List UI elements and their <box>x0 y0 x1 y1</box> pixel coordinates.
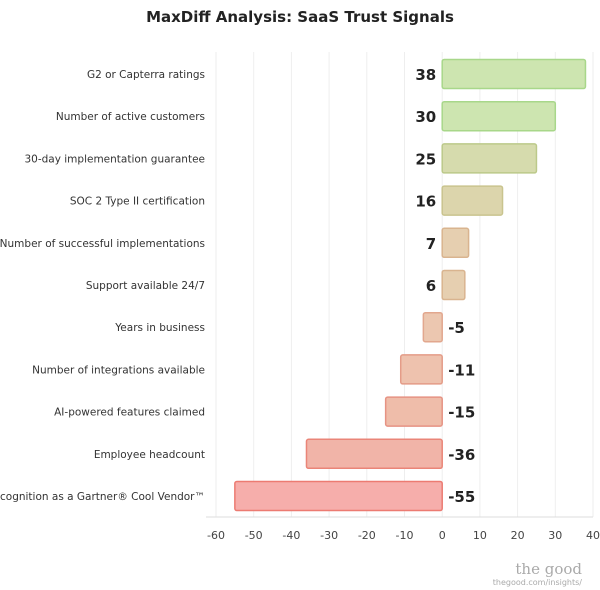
x-tick-label: 0 <box>439 529 446 542</box>
x-tick-label: -40 <box>282 529 300 542</box>
data-label: 16 <box>415 193 436 211</box>
data-label: -5 <box>448 319 465 337</box>
bar <box>399 354 443 385</box>
chart-title: MaxDiff Analysis: SaaS Trust Signals <box>146 8 454 26</box>
category-label: 30-day implementation guarantee <box>24 153 205 165</box>
x-tick-label: 30 <box>548 529 562 542</box>
data-label: 25 <box>415 150 436 168</box>
data-label: -55 <box>448 488 475 506</box>
bar <box>234 480 443 512</box>
x-tick-label: -20 <box>358 529 376 542</box>
category-label: SOC 2 Type II certification <box>70 196 205 208</box>
bar <box>441 100 557 132</box>
bar <box>441 227 470 259</box>
x-tick-label: 20 <box>511 529 525 542</box>
category-label: Number of active customers <box>56 111 205 123</box>
brand-logo: the good thegood.com/insights/ <box>493 560 582 587</box>
data-label: 30 <box>415 108 436 126</box>
category-label: Employee headcount <box>94 449 205 461</box>
bar <box>384 396 443 427</box>
bar <box>305 438 443 470</box>
category-label: Recognition as a Gartner® Cool Vendor™ <box>0 491 205 503</box>
logo-url: thegood.com/insights/ <box>492 578 582 587</box>
x-tick-label: -30 <box>320 529 338 542</box>
data-label: 38 <box>415 66 436 84</box>
category-label: G2 or Capterra ratings <box>87 69 205 81</box>
data-label: -11 <box>448 361 475 379</box>
category-label: Years in business <box>114 322 205 334</box>
category-label: Number of successful implementations <box>0 238 205 250</box>
bar <box>422 311 443 343</box>
bar <box>441 58 587 90</box>
data-label: -15 <box>448 404 475 422</box>
category-label: Number of integrations available <box>32 364 205 376</box>
bar <box>441 269 466 301</box>
x-tick-label: -10 <box>396 529 414 542</box>
x-tick-label: 10 <box>473 529 487 542</box>
x-tick-label: 40 <box>586 529 600 542</box>
bar <box>441 185 504 216</box>
x-tick-label: -60 <box>207 529 225 542</box>
bar <box>441 143 538 174</box>
data-label: -36 <box>448 446 475 464</box>
category-label: Support available 24/7 <box>86 280 205 292</box>
x-tick-label: -50 <box>245 529 263 542</box>
logo-text: the good <box>515 560 582 578</box>
data-label: 6 <box>426 277 436 295</box>
category-label: AI-powered features claimed <box>54 407 205 419</box>
data-label: 7 <box>426 235 436 253</box>
